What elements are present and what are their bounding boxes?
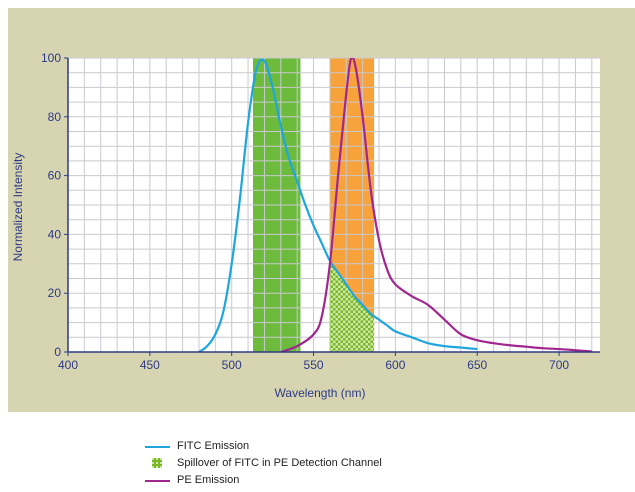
y-tick-label: 20 [48,286,62,300]
legend-item-pe: PE Emission [145,472,382,489]
x-tick-label: 600 [385,358,405,372]
y-tick-label: 80 [48,110,62,124]
legend-label-pe: PE Emission [177,474,240,486]
x-tick-label: 650 [467,358,487,372]
x-axis-title: Wavelength (nm) [275,386,366,400]
x-tick-label: 400 [58,358,78,372]
chart-panel: 400 450 500 550 600 650 700 0 20 40 60 80 100 Wavele… [8,8,635,412]
chart-svg: 400 450 500 550 600 650 700 0 20 40 60 80 100 Wavele… [11,51,600,400]
legend-item-fitc: FITC Emission [145,438,382,455]
pe-line-swatch [145,480,170,482]
legend: FITC Emission Spillover of FITC in PE De… [145,438,382,489]
x-tick-label: 500 [222,358,242,372]
fitc-line-swatch [145,446,170,448]
y-tick-label: 0 [54,345,61,359]
y-tick-label: 60 [48,169,62,183]
x-tick-label: 450 [140,358,160,372]
pe-emission-line [280,58,592,352]
spillover-area [329,260,375,352]
spillover-hatch-swatch [152,458,162,468]
fitc-emission-line [198,58,478,352]
legend-label-spillover: Spillover of FITC in PE Detection Channe… [177,457,382,469]
x-tick-label: 700 [549,358,569,372]
y-tick-label: 100 [41,51,61,65]
legend-label-fitc: FITC Emission [177,440,250,452]
y-tick-label: 40 [48,227,62,241]
x-tick-label: 550 [304,358,324,372]
y-axis-title: Normalized Intensity [11,153,25,262]
legend-item-spillover: Spillover of FITC in PE Detection Channe… [145,455,382,472]
